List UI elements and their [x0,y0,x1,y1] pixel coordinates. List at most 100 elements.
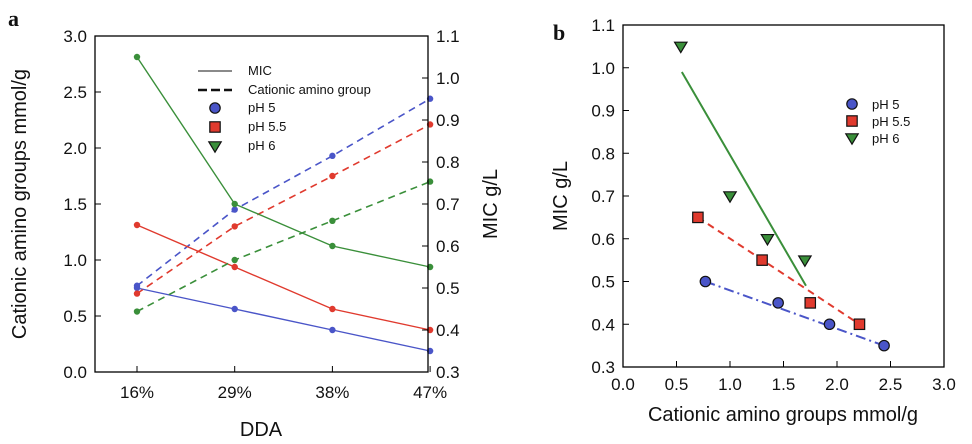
panel-b-letter: b [553,20,565,45]
b-point-ph55 [756,254,768,266]
b-x-tick-label: 2.5 [879,375,903,394]
b-point-ph5 [878,339,890,352]
b-legend-label-ph55: pH 5.5 [872,114,910,129]
b-point-ph55 [853,318,866,331]
panel-b-plot-frame [622,24,945,368]
legend-label-ph6: pH 6 [248,138,275,153]
b-point-ph55 [804,297,817,309]
b-x-tick-label: 0.0 [611,375,635,394]
a-right-tick-label: 0.5 [436,279,460,298]
a-cationic-point-ph6 [329,217,336,224]
b-y-tick-label: 0.3 [591,358,615,377]
b-point-ph6 [722,191,738,204]
legend-label-ph5: pH 5 [248,100,275,115]
b-fit-line-ph6 [680,71,807,287]
b-legend-label-ph6: pH 6 [872,131,899,146]
a-cationic-line-ph55 [136,123,431,295]
a-cationic-point-ph6 [133,308,141,315]
b-x-tick-label: 1.5 [772,375,796,394]
legend-label-ph55: pH 5.5 [248,119,286,134]
b-y-tick-label: 0.7 [591,187,615,206]
b-legend-marker-ph5 [846,98,858,110]
a-cationic-point-ph5 [329,152,336,160]
b-point-ph6 [797,255,813,268]
a-right-tick-label: 1.1 [436,27,460,46]
a-mic-point-ph6 [329,242,336,250]
a-mic-point-ph5 [231,305,238,313]
a-mic-line-ph5 [136,287,431,352]
b-y-tick-label: 0.4 [591,315,615,334]
legend-label-mic: MIC [248,63,272,78]
a-cationic-line-ph5 [136,98,431,287]
panel-b-xlabel: Cationic amino groups mmol/g [648,404,918,426]
a-cationic-point-ph6 [231,256,238,264]
panel-a-letter: a [8,6,19,31]
a-mic-point-ph5 [329,326,336,334]
a-right-tick-label: 0.8 [436,153,460,172]
b-y-tick-label: 0.8 [591,144,615,163]
a-right-tick-label: 0.4 [436,321,460,340]
a-x-tick-label: 47% [413,383,447,402]
panel-a-left-ylabel: Cationic amino groups mmol/g [9,69,31,339]
a-left-tick-label: 0.0 [63,363,87,382]
b-x-tick-label: 1.0 [718,375,742,394]
a-legend-marker-ph6 [207,141,223,154]
a-mic-line-ph6 [136,56,431,268]
a-mic-point-ph55 [231,263,238,271]
b-point-ph55 [692,211,704,224]
a-x-tick-label: 29% [218,383,252,402]
a-cationic-point-ph55 [133,290,141,297]
b-point-ph6 [760,233,775,247]
a-cationic-point-ph55 [231,223,238,230]
a-legend-marker-ph55 [209,121,221,133]
b-y-tick-label: 1.0 [591,59,615,78]
b-legend-marker-ph55 [846,115,858,127]
a-right-tick-label: 0.6 [436,237,460,256]
panel-a: a 0.0 0.5 1.0 1.5 2.0 2.5 3.0 0.3 0.4 0.5 0.6 0.7 0.… [8,6,502,441]
panel-b: b 0.3 0.4 0.5 0.6 0.7 0.8 0.9 1.0 1.1 0.0 0.5 1.0 1.… [550,16,956,426]
b-x-tick-label: 2.0 [825,375,849,394]
b-fit-line-ph55 [697,216,861,326]
b-y-tick-label: 0.6 [591,230,615,249]
b-point-ph5 [823,318,836,331]
panel-a-right-ylabel: MIC g/L [480,169,502,239]
panel-b-ylabel: MIC g/L [550,161,572,231]
a-x-tick-label: 38% [315,383,349,402]
b-y-tick-label: 0.9 [591,102,615,121]
a-left-tick-label: 2.5 [63,83,87,102]
panel-b-legend: pH 5 pH 5.5 pH 6 [844,97,910,146]
a-cationic-point-ph5 [231,206,238,213]
b-point-ph5 [699,275,712,288]
a-mic-point-ph6 [231,200,238,208]
a-right-tick-label: 0.3 [436,363,460,382]
a-mic-point-ph55 [329,305,336,313]
a-left-tick-label: 1.5 [63,195,87,214]
a-mic-point-ph5 [133,284,141,292]
b-x-tick-label: 0.5 [665,375,689,394]
b-x-tick-label: 3.0 [932,375,956,394]
b-y-tick-label: 0.5 [591,273,615,292]
b-y-tick-label: 1.1 [591,16,615,35]
a-mic-point-ph6 [133,53,141,61]
a-left-tick-label: 1.0 [63,251,87,270]
a-cationic-point-ph55 [329,172,336,180]
a-left-tick-label: 2.0 [63,139,87,158]
a-right-tick-label: 0.7 [436,195,460,214]
a-right-tick-label: 1.0 [436,69,460,88]
a-cationic-line-ph6 [136,180,431,313]
a-legend-marker-ph5 [209,102,221,114]
a-right-tick-label: 0.9 [436,111,460,130]
legend-label-cationic: Cationic amino group [248,82,371,97]
b-point-ph6 [673,41,689,54]
a-left-tick-label: 3.0 [63,27,87,46]
b-point-ph5 [772,297,784,309]
b-legend-marker-ph6 [844,133,860,146]
a-x-tick-label: 16% [120,383,154,402]
a-mic-line-ph55 [136,224,431,331]
b-fit-line-ph5 [705,280,885,347]
panel-a-legend: MIC Cationic amino group pH 5 pH 5.5 pH … [198,63,371,154]
a-mic-point-ph55 [133,221,141,229]
a-left-tick-label: 0.5 [63,307,87,326]
b-legend-label-ph5: pH 5 [872,97,899,112]
